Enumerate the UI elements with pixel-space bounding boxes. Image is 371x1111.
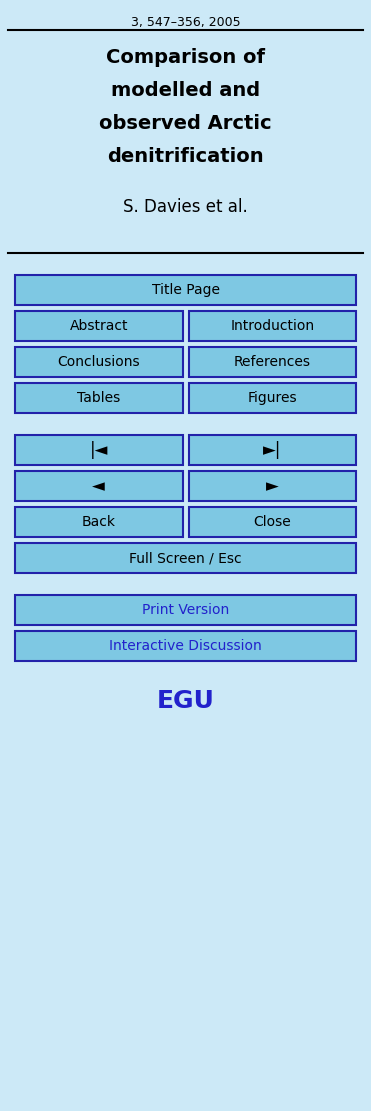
Text: Figures: Figures xyxy=(247,391,297,406)
Text: Interactive Discussion: Interactive Discussion xyxy=(109,639,262,653)
FancyBboxPatch shape xyxy=(15,595,356,625)
FancyBboxPatch shape xyxy=(188,507,356,537)
Text: ►: ► xyxy=(266,477,279,496)
FancyBboxPatch shape xyxy=(188,347,356,377)
Text: Print Version: Print Version xyxy=(142,603,229,617)
FancyBboxPatch shape xyxy=(15,631,356,661)
Text: |◄: |◄ xyxy=(89,441,108,459)
FancyBboxPatch shape xyxy=(15,347,183,377)
Text: denitrification: denitrification xyxy=(107,147,264,166)
Text: Title Page: Title Page xyxy=(151,283,220,297)
FancyBboxPatch shape xyxy=(15,276,356,306)
Text: EGU: EGU xyxy=(157,689,214,713)
Text: Full Screen / Esc: Full Screen / Esc xyxy=(129,551,242,565)
Text: Close: Close xyxy=(253,516,291,529)
Text: 3, 547–356, 2005: 3, 547–356, 2005 xyxy=(131,16,240,29)
Text: Conclusions: Conclusions xyxy=(58,356,140,369)
Text: observed Arctic: observed Arctic xyxy=(99,114,272,133)
Text: modelled and: modelled and xyxy=(111,81,260,100)
Text: ◄: ◄ xyxy=(92,477,105,496)
Text: S. Davies et al.: S. Davies et al. xyxy=(123,198,248,216)
FancyBboxPatch shape xyxy=(188,383,356,413)
FancyBboxPatch shape xyxy=(188,436,356,466)
FancyBboxPatch shape xyxy=(188,311,356,341)
FancyBboxPatch shape xyxy=(188,471,356,501)
FancyBboxPatch shape xyxy=(15,507,183,537)
Text: Introduction: Introduction xyxy=(230,319,314,333)
FancyBboxPatch shape xyxy=(15,311,183,341)
Text: Comparison of: Comparison of xyxy=(106,48,265,67)
FancyBboxPatch shape xyxy=(15,543,356,573)
FancyBboxPatch shape xyxy=(15,471,183,501)
Text: Tables: Tables xyxy=(77,391,120,406)
FancyBboxPatch shape xyxy=(15,383,183,413)
FancyBboxPatch shape xyxy=(15,436,183,466)
Text: Abstract: Abstract xyxy=(69,319,128,333)
Text: References: References xyxy=(234,356,311,369)
Text: Back: Back xyxy=(82,516,116,529)
Text: ►|: ►| xyxy=(263,441,282,459)
